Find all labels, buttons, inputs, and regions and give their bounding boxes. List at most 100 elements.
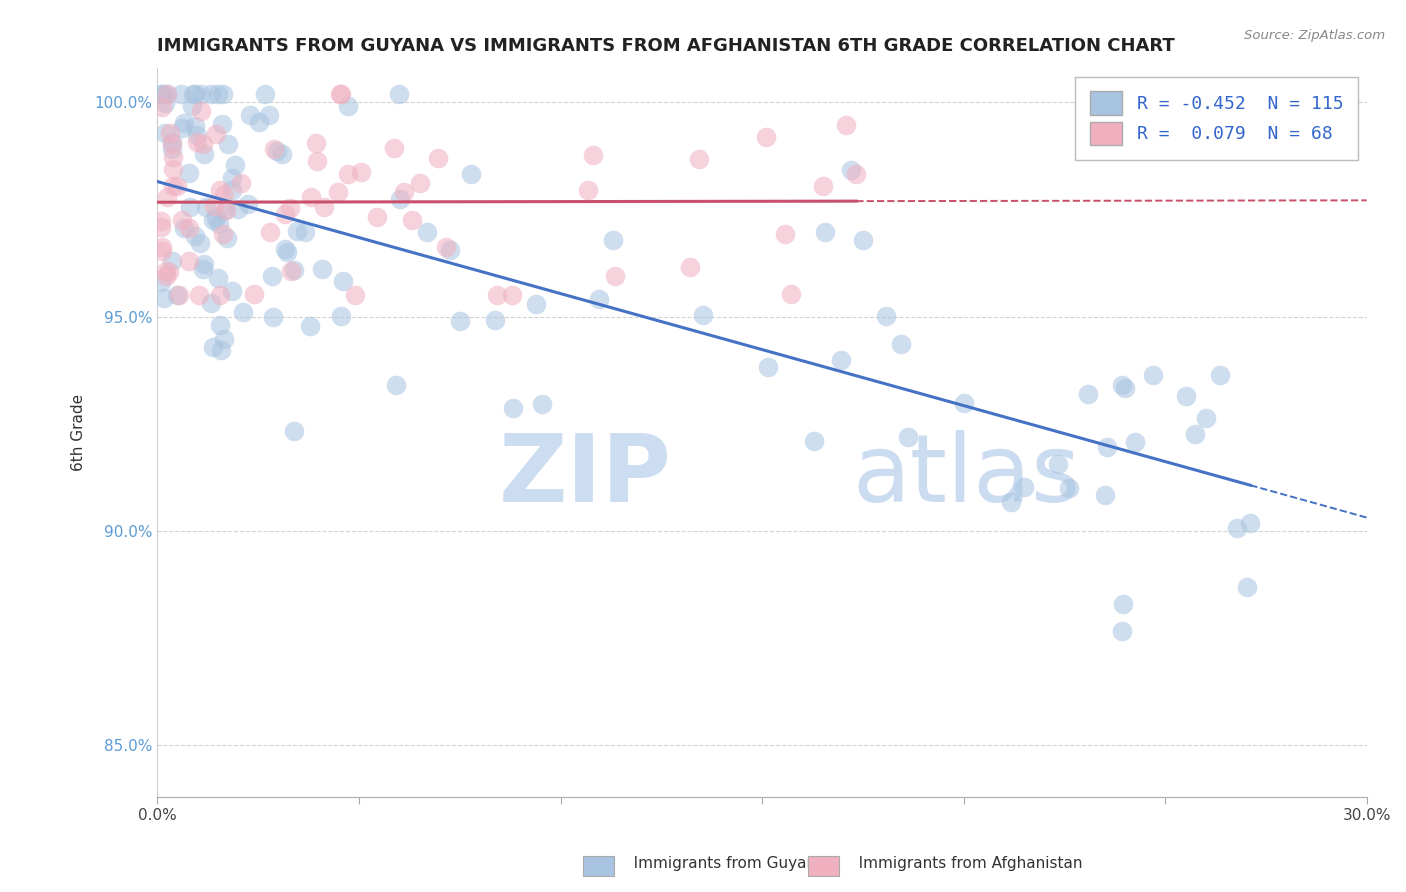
Point (1097, 440, 1119, 454)
Point (190, 87, 212, 101)
Text: Immigrants from Guyana: Immigrants from Guyana (619, 856, 825, 871)
Point (588, 292, 610, 306)
Point (263, 142, 285, 156)
Point (150, 87, 173, 101)
Point (830, 353, 852, 368)
Legend: R = -0.452  N = 115, R =  0.079  N = 68: R = -0.452 N = 115, R = 0.079 N = 68 (1076, 77, 1358, 160)
Point (845, 167, 868, 181)
Point (155, 96, 177, 111)
Point (449, 314, 471, 328)
Point (247, 114, 270, 128)
Point (434, 240, 457, 254)
Point (427, 151, 450, 165)
Point (1111, 377, 1133, 392)
Point (416, 225, 439, 239)
Point (531, 397, 554, 411)
Point (326, 185, 349, 199)
Point (1226, 521, 1249, 535)
Point (224, 158, 246, 172)
Point (205, 127, 228, 141)
Point (305, 136, 328, 151)
Point (166, 288, 188, 302)
Point (193, 262, 215, 277)
Point (204, 211, 226, 225)
Point (1184, 427, 1206, 442)
Point (392, 185, 415, 199)
Text: Source: ZipAtlas.com: Source: ZipAtlas.com (1244, 29, 1385, 42)
Point (336, 98, 359, 112)
Point (343, 288, 366, 302)
Point (207, 87, 229, 101)
Point (190, 103, 212, 118)
Point (486, 288, 509, 302)
Point (150, 100, 173, 114)
Point (259, 225, 281, 239)
Point (214, 187, 236, 202)
Point (524, 297, 547, 311)
Point (183, 87, 205, 101)
Point (897, 429, 920, 443)
Point (152, 87, 174, 101)
Point (839, 162, 862, 177)
Point (337, 167, 360, 181)
Point (803, 434, 825, 448)
Point (603, 269, 626, 284)
Point (162, 178, 184, 193)
Point (226, 202, 249, 216)
Point (576, 183, 599, 197)
Point (177, 253, 200, 268)
Point (186, 135, 208, 149)
Point (221, 284, 243, 298)
Point (1239, 516, 1261, 531)
Point (692, 308, 714, 322)
Point (211, 117, 233, 131)
Point (160, 137, 183, 152)
Point (266, 144, 288, 158)
Point (160, 253, 183, 268)
Point (1209, 368, 1232, 382)
Point (299, 190, 322, 204)
Point (200, 295, 222, 310)
Point (209, 343, 232, 357)
Point (329, 309, 352, 323)
Point (688, 153, 710, 167)
Point (814, 225, 837, 239)
Point (183, 87, 205, 101)
Point (211, 87, 233, 101)
Point (214, 203, 236, 218)
Point (274, 242, 297, 256)
Point (166, 179, 188, 194)
Point (221, 170, 243, 185)
Point (283, 424, 305, 438)
Point (236, 197, 259, 211)
Point (179, 200, 201, 214)
Point (756, 360, 779, 375)
Point (155, 269, 177, 284)
Point (170, 213, 193, 227)
Point (332, 274, 354, 288)
Point (221, 183, 243, 197)
Point (775, 227, 797, 241)
Point (162, 162, 184, 177)
Point (311, 262, 333, 277)
Point (191, 137, 214, 152)
Point (162, 150, 184, 164)
Point (157, 265, 180, 279)
Point (1000, 495, 1022, 509)
Point (329, 87, 352, 101)
Point (155, 87, 177, 101)
Point (1047, 457, 1070, 471)
Point (283, 262, 305, 277)
Point (214, 332, 236, 346)
Point (150, 220, 173, 235)
Point (243, 286, 266, 301)
Point (388, 87, 411, 101)
Point (1236, 580, 1258, 594)
Point (177, 166, 200, 180)
Point (1012, 480, 1035, 494)
Point (952, 396, 974, 410)
Point (1123, 435, 1146, 450)
Text: atlas: atlas (853, 430, 1081, 522)
Point (200, 87, 222, 101)
Point (207, 271, 229, 285)
